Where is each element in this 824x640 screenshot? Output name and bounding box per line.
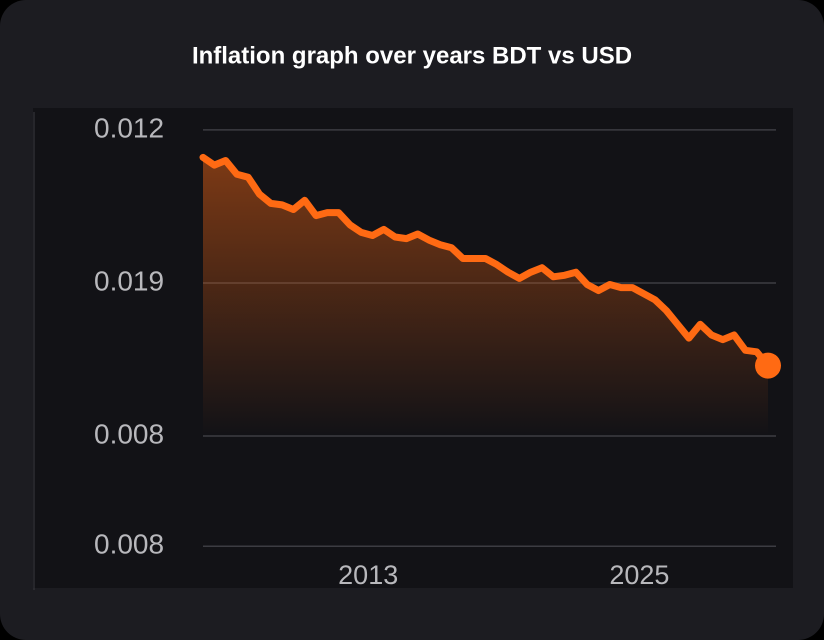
line bbox=[199, 153, 772, 370]
y-tick-label: 0.008 bbox=[94, 418, 164, 449]
plot: 0.012 0.019 0.008 0.008 2013 2025 bbox=[94, 112, 781, 590]
y-tick-label: 0.008 bbox=[94, 529, 164, 560]
x-tick-label: 2013 bbox=[338, 560, 398, 590]
y-tick-label: 0.019 bbox=[94, 265, 164, 296]
area bbox=[203, 157, 768, 437]
chart-title: Inflation graph over years BDT vs USD bbox=[192, 42, 632, 69]
x-tick-label: 2025 bbox=[609, 560, 669, 590]
y-tick-label: 0.012 bbox=[94, 112, 164, 143]
end-dot bbox=[755, 352, 781, 379]
